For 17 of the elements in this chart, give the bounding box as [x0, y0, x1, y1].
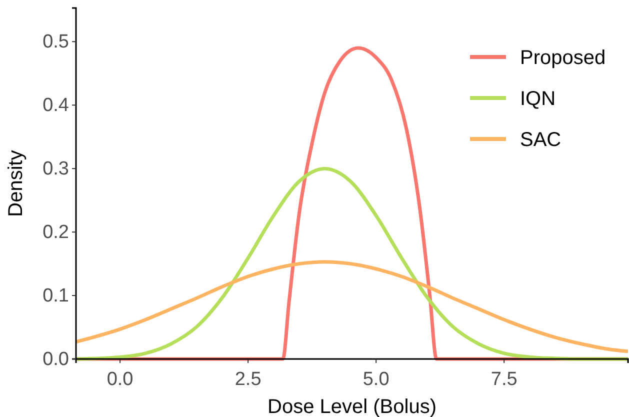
line-series — [74, 166, 629, 361]
y-tick-label: 0.3 — [42, 158, 69, 180]
y-tick-label: 0.5 — [42, 32, 69, 53]
y-tick-label: 0.2 — [42, 222, 69, 244]
x-tick-label: 0.0 — [106, 369, 134, 390]
legend-label: Proposed — [520, 47, 606, 69]
x-axis-title: Dose Level (Bolus) — [268, 396, 436, 417]
line-series — [74, 260, 629, 354]
legend-label: SAC — [520, 129, 562, 151]
x-tick-label: 7.5 — [490, 369, 518, 390]
y-tick-label: 0.1 — [42, 286, 69, 307]
legend-label: IQN — [520, 88, 556, 110]
y-tick-label: 0.4 — [42, 95, 70, 116]
x-tick-label: 2.5 — [234, 369, 262, 390]
y-axis-title: Density — [5, 150, 27, 217]
y-tick-label: 0.0 — [42, 349, 69, 370]
x-tick-label: 5.0 — [362, 369, 390, 390]
